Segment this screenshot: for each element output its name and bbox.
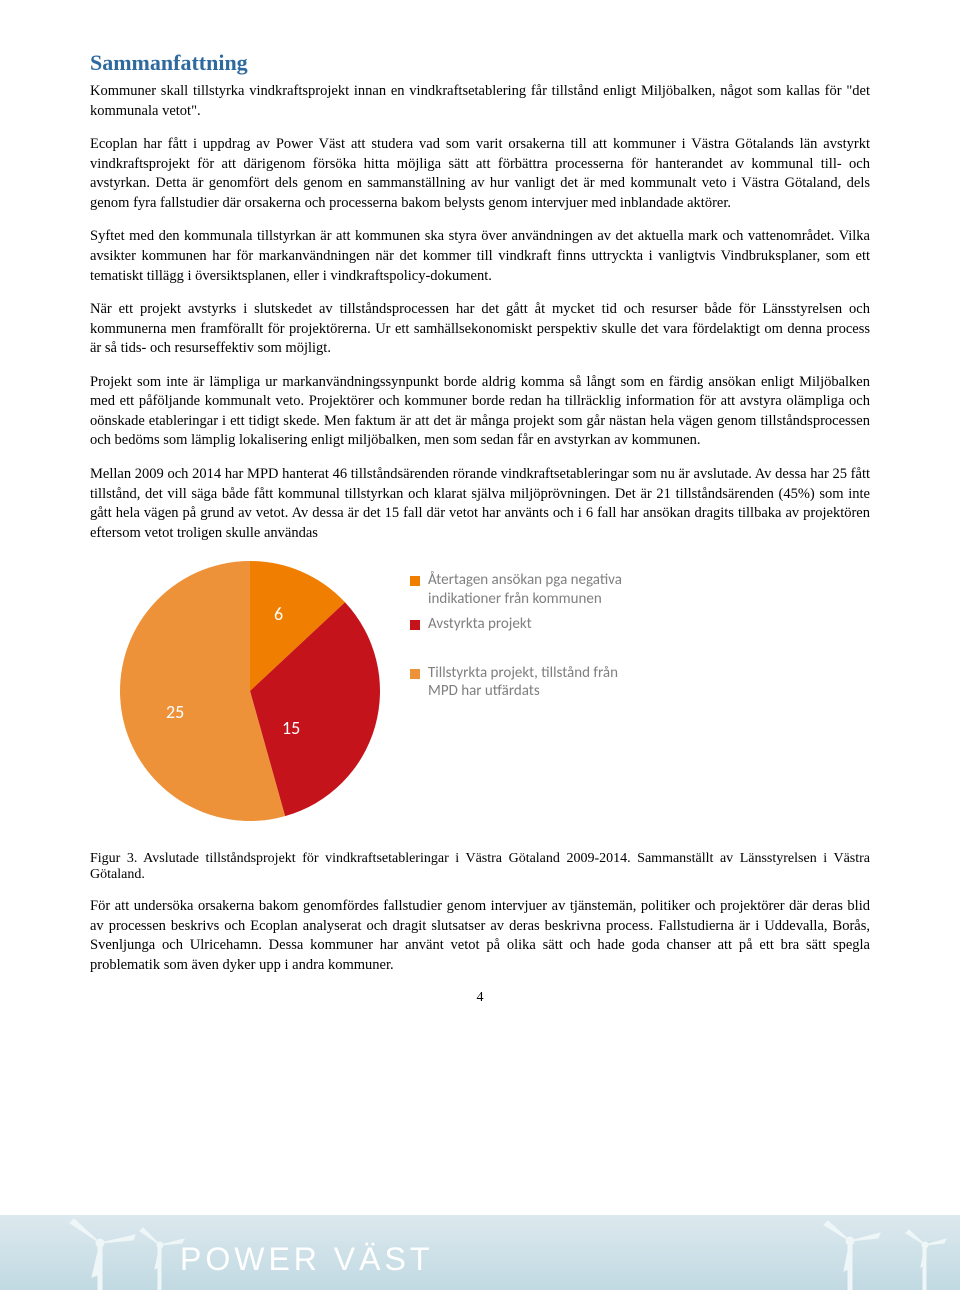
pie-slice-label: 6 xyxy=(274,603,283,625)
turbine-icon xyxy=(890,1215,960,1290)
legend-item: Tillstyrkta projekt, tillstånd från MPD … xyxy=(410,664,630,702)
page-title: Sammanfattning xyxy=(90,50,870,76)
figure-caption: Figur 3. Avslutade tillståndsprojekt för… xyxy=(90,851,870,883)
paragraph: Syftet med den kommunala tillstyrkan är … xyxy=(90,227,870,286)
paragraph: Projekt som inte är lämpliga ur markanvä… xyxy=(90,373,870,451)
legend-label: Återtagen ansökan pga negativa indikatio… xyxy=(428,571,630,609)
pie-slice-label: 25 xyxy=(166,701,184,723)
page-number: 4 xyxy=(90,990,870,1006)
legend-label: Tillstyrkta projekt, tillstånd från MPD … xyxy=(428,664,630,702)
footer: POWER VÄST xyxy=(0,1215,960,1290)
paragraph: Kommuner skall tillstyrka vindkraftsproj… xyxy=(90,82,870,121)
pie-chart: 6 15 25 xyxy=(120,561,380,821)
paragraph: Mellan 2009 och 2014 har MPD hanterat 46… xyxy=(90,465,870,543)
pie-svg xyxy=(120,561,380,821)
legend-label: Avstyrkta projekt xyxy=(428,615,532,634)
document-page: Sammanfattning Kommuner skall tillstyrka… xyxy=(0,0,960,1290)
legend-swatch xyxy=(410,669,420,679)
paragraph: Ecoplan har fått i uppdrag av Power Väst… xyxy=(90,135,870,213)
chart-legend: Återtagen ansökan pga negativa indikatio… xyxy=(410,561,630,707)
legend-swatch xyxy=(410,576,420,586)
legend-item: Avstyrkta projekt xyxy=(410,615,630,634)
legend-swatch xyxy=(410,620,420,630)
legend-item: Återtagen ansökan pga negativa indikatio… xyxy=(410,571,630,609)
pie-slice-label: 15 xyxy=(282,717,300,739)
pie-chart-container: 6 15 25 Återtagen ansökan pga negativa ind… xyxy=(120,561,870,821)
footer-brand: POWER VÄST xyxy=(180,1241,433,1278)
turbine-icon xyxy=(800,1215,900,1290)
paragraph: För att undersöka orsakerna bakom genomf… xyxy=(90,897,870,975)
paragraph: När ett projekt avstyrks i slutskedet av… xyxy=(90,300,870,359)
